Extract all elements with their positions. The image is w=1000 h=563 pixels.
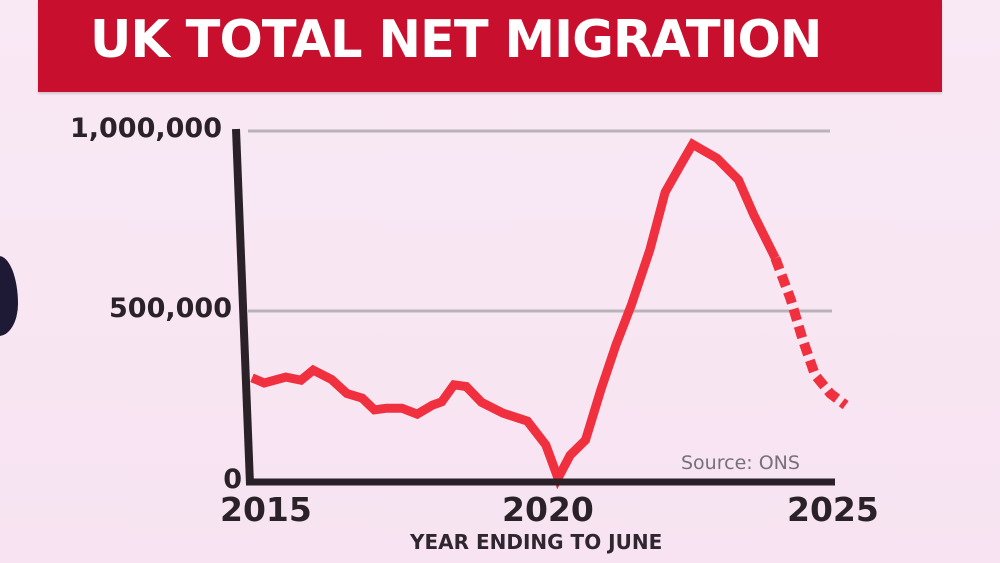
migration-line-projected-dashed xyxy=(770,256,849,410)
y-tick-500000: 500,000 xyxy=(109,293,232,324)
x-tick-2025: 2025 xyxy=(787,490,879,529)
x-axis-title: YEAR ENDING TO JUNE xyxy=(410,530,663,554)
title-banner: UK TOTAL NET MIGRATION xyxy=(38,0,942,92)
migration-line-solid xyxy=(250,138,780,490)
presenter-silhouette xyxy=(0,256,18,336)
y-tick-1000000: 1,000,000 xyxy=(69,113,222,144)
y-tick-0: 0 xyxy=(223,464,242,495)
x-tick-2020: 2020 xyxy=(502,490,594,529)
y-axis-line xyxy=(232,128,254,485)
source-note: Source: ONS xyxy=(681,452,800,474)
x-tick-2015: 2015 xyxy=(220,490,312,529)
chart-title: UK TOTAL NET MIGRATION xyxy=(90,10,822,70)
